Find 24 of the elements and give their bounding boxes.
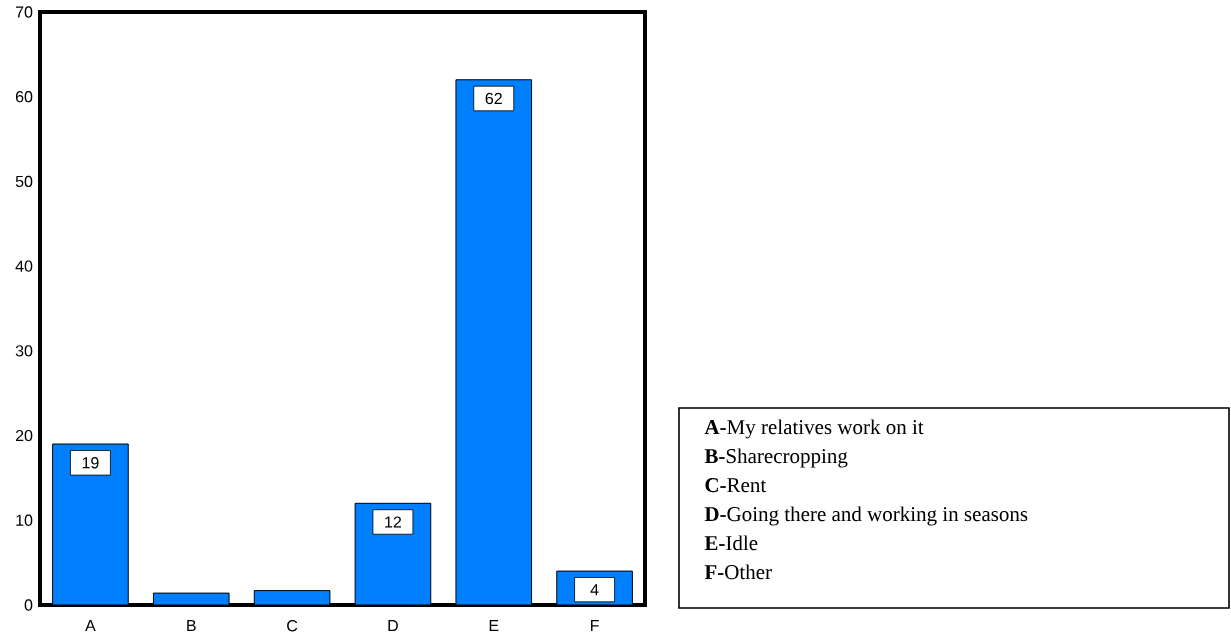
text: F-Other bbox=[704, 564, 772, 580]
x-tick-label: C bbox=[287, 620, 298, 632]
y-tick-label: 50 bbox=[15, 175, 33, 188]
text: E-Idle bbox=[704, 535, 758, 551]
y-tick-label: 10 bbox=[16, 514, 33, 526]
text: A-My relatives work on it bbox=[704, 419, 924, 439]
x-tick-label: B bbox=[187, 620, 196, 632]
x-tick-label: A bbox=[85, 620, 96, 632]
x-tick-label: D bbox=[388, 620, 398, 632]
text: B-Sharecropping bbox=[704, 448, 848, 468]
y-tick-label: 20 bbox=[15, 429, 33, 442]
text: C-Rent bbox=[705, 478, 767, 493]
data-label: 4 bbox=[590, 584, 599, 596]
y-tick-label: 70 bbox=[15, 6, 33, 18]
x-tick-label: E bbox=[489, 620, 499, 632]
data-label: 19 bbox=[82, 457, 99, 469]
y-tick-label: 30 bbox=[15, 345, 33, 357]
data-label: 12 bbox=[385, 516, 402, 528]
y-tick-label: 40 bbox=[15, 260, 33, 272]
y-tick-label: 0 bbox=[24, 599, 33, 611]
y-tick-label: 60 bbox=[15, 91, 33, 103]
data-label: 62 bbox=[485, 92, 502, 105]
text: D-Going there and working in seasons bbox=[704, 506, 1028, 526]
x-tick-label: F bbox=[591, 620, 599, 632]
